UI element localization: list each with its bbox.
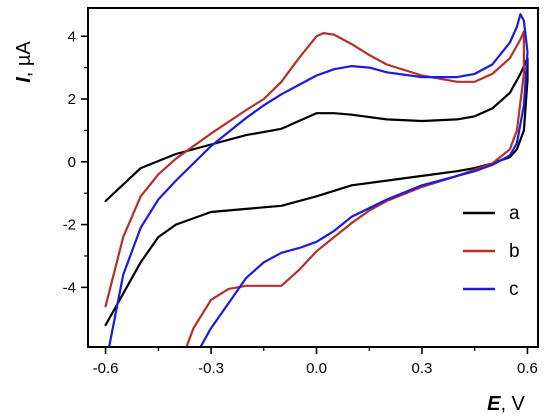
x-tick-label: 0.0 xyxy=(306,360,327,377)
tick-labels-layer: -0.6 -0.3 0.0 0.3 0.6 -4 -2 0 2 4 xyxy=(63,28,538,377)
y-tick-label: -4 xyxy=(63,279,76,296)
x-tick-label: -0.3 xyxy=(198,360,224,377)
legend-label-c: c xyxy=(509,279,519,300)
legend: abc xyxy=(463,203,520,300)
y-tick-label: 2 xyxy=(68,91,76,108)
series-line-a xyxy=(104,57,529,327)
series-layer xyxy=(104,13,529,347)
ticks-layer xyxy=(81,35,529,354)
x-tick-label: 0.6 xyxy=(517,360,538,377)
y-tick-label: 4 xyxy=(68,28,76,45)
legend-label-a: a xyxy=(509,203,520,224)
legend-label-b: b xyxy=(509,241,520,262)
y-tick-label: 0 xyxy=(68,154,76,171)
x-tick-label: 0.3 xyxy=(412,360,433,377)
y-axis-label: I, µA xyxy=(13,41,35,83)
x-tick-label: -0.6 xyxy=(93,360,119,377)
x-axis-label: E, V xyxy=(487,393,525,415)
y-tick-label: -2 xyxy=(63,217,76,234)
series-line-c xyxy=(107,13,529,347)
series-line-b xyxy=(104,30,526,347)
plot-frame xyxy=(87,7,539,348)
